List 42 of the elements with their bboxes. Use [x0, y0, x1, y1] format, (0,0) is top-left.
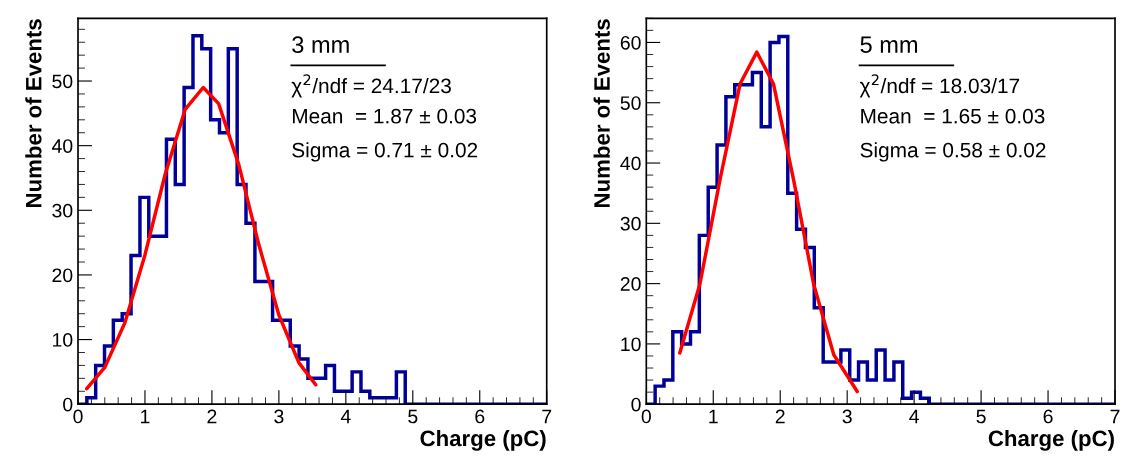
y-tick-label: 40: [620, 156, 641, 171]
x-axis-title: Charge (pC): [420, 429, 546, 451]
y-tick-label: 40: [51, 139, 73, 153]
annotation: Sigma = 0.71 ± 0.02: [292, 142, 478, 162]
x-tick-label: 5: [408, 409, 418, 424]
y-tick-label: 50: [620, 96, 641, 110]
annotation: Mean = 1.65 ± 0.03: [861, 108, 1045, 124]
annotation: Sigma = 0.58 ± 0.02: [860, 142, 1046, 162]
y-tick-label: 20: [620, 277, 641, 291]
y-tick-label: 60: [620, 35, 641, 50]
y-tick-label: 10: [53, 333, 73, 347]
annotation: χ$^{2}$/ndf = 18.03/17: [859, 74, 1020, 98]
annotation: 5 mm: [860, 36, 918, 54]
x-tick-label: 4: [909, 409, 919, 424]
annotation: 3 mm: [292, 36, 349, 54]
annotation: χ$^{2}$/ndf = 24.17/23: [291, 74, 451, 98]
x-tick-label: 2: [207, 409, 217, 424]
x-tick-label: 1: [709, 409, 718, 424]
y-tick-label: 0: [631, 397, 641, 412]
x-tick-label: 3: [842, 409, 852, 424]
y-tick-label: 0: [63, 397, 73, 412]
x-tick-label: 5: [976, 409, 986, 424]
y-axis-title: Number of Events: [25, 19, 42, 207]
y-tick-label: 50: [52, 74, 73, 89]
x-tick-label: 6: [475, 409, 485, 424]
y-axis-title: Number of Events: [593, 19, 610, 207]
x-tick-label: 7: [1110, 409, 1120, 424]
x-tick-label: 1: [141, 409, 150, 424]
y-tick-label: 30: [52, 203, 73, 218]
x-tick-label: 4: [340, 409, 351, 424]
x-tick-label: 3: [274, 409, 284, 424]
x-tick-label: 2: [775, 409, 785, 424]
x-axis-title: Charge (pC): [988, 429, 1114, 451]
x-tick-label: 6: [1043, 409, 1053, 424]
x-tick-label: 7: [542, 409, 552, 424]
y-tick-label: 20: [52, 268, 73, 283]
y-tick-label: 30: [620, 216, 641, 231]
x-tick-label: 0: [641, 409, 651, 424]
annotation: Mean = 1.87 ± 0.03: [292, 108, 477, 124]
y-tick-label: 10: [621, 337, 641, 352]
line-series: [678, 50, 859, 394]
x-tick-label: 0: [73, 409, 83, 424]
